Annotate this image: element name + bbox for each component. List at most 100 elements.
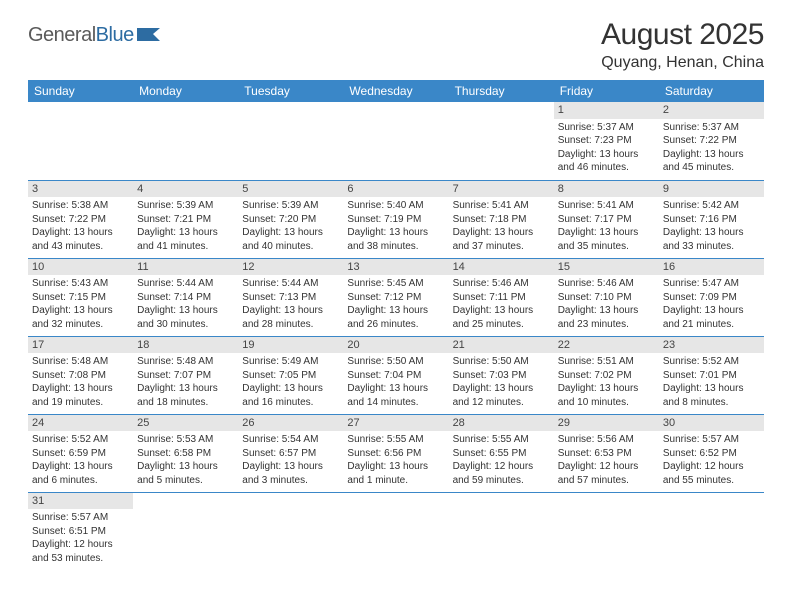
sunset-line: Sunset: 7:19 PM <box>347 213 444 227</box>
weekday-header: Friday <box>554 80 659 102</box>
logo-word1: General <box>28 24 96 46</box>
calendar-cell <box>449 492 554 570</box>
calendar-cell: 23Sunrise: 5:52 AMSunset: 7:01 PMDayligh… <box>659 336 764 414</box>
daylight-line: Daylight: 13 hours and 18 minutes. <box>137 382 234 409</box>
sunrise-line: Sunrise: 5:45 AM <box>347 277 444 291</box>
month-title: August 2025 <box>601 18 764 52</box>
sunrise-line: Sunrise: 5:37 AM <box>663 121 760 135</box>
sunrise-line: Sunrise: 5:49 AM <box>242 355 339 369</box>
weekday-header: Saturday <box>659 80 764 102</box>
calendar-row: 17Sunrise: 5:48 AMSunset: 7:08 PMDayligh… <box>28 336 764 414</box>
calendar-cell: 26Sunrise: 5:54 AMSunset: 6:57 PMDayligh… <box>238 414 343 492</box>
sunset-line: Sunset: 7:13 PM <box>242 291 339 305</box>
sunrise-line: Sunrise: 5:57 AM <box>663 433 760 447</box>
daylight-line: Daylight: 13 hours and 45 minutes. <box>663 148 760 175</box>
daylight-line: Daylight: 13 hours and 46 minutes. <box>558 148 655 175</box>
calendar-cell: 6Sunrise: 5:40 AMSunset: 7:19 PMDaylight… <box>343 180 448 258</box>
sunrise-line: Sunrise: 5:52 AM <box>663 355 760 369</box>
daylight-line: Daylight: 13 hours and 5 minutes. <box>137 460 234 487</box>
day-number: 13 <box>343 259 448 276</box>
sunset-line: Sunset: 7:15 PM <box>32 291 129 305</box>
daylight-line: Daylight: 13 hours and 28 minutes. <box>242 304 339 331</box>
calendar-cell: 3Sunrise: 5:38 AMSunset: 7:22 PMDaylight… <box>28 180 133 258</box>
day-number: 8 <box>554 181 659 198</box>
sunset-line: Sunset: 7:16 PM <box>663 213 760 227</box>
sunrise-line: Sunrise: 5:55 AM <box>453 433 550 447</box>
sunrise-line: Sunrise: 5:50 AM <box>347 355 444 369</box>
logo-text: GeneralBlue <box>28 24 134 47</box>
day-number: 16 <box>659 259 764 276</box>
day-number: 28 <box>449 415 554 432</box>
daylight-line: Daylight: 12 hours and 53 minutes. <box>32 538 129 565</box>
daylight-line: Daylight: 13 hours and 10 minutes. <box>558 382 655 409</box>
daylight-line: Daylight: 13 hours and 30 minutes. <box>137 304 234 331</box>
sunset-line: Sunset: 7:10 PM <box>558 291 655 305</box>
sunset-line: Sunset: 7:22 PM <box>663 134 760 148</box>
sunset-line: Sunset: 7:12 PM <box>347 291 444 305</box>
sunrise-line: Sunrise: 5:53 AM <box>137 433 234 447</box>
sunrise-line: Sunrise: 5:39 AM <box>242 199 339 213</box>
sunset-line: Sunset: 6:57 PM <box>242 447 339 461</box>
sunset-line: Sunset: 7:01 PM <box>663 369 760 383</box>
daylight-line: Daylight: 13 hours and 32 minutes. <box>32 304 129 331</box>
calendar-cell <box>343 102 448 180</box>
sunrise-line: Sunrise: 5:41 AM <box>453 199 550 213</box>
calendar-cell: 28Sunrise: 5:55 AMSunset: 6:55 PMDayligh… <box>449 414 554 492</box>
calendar-cell: 24Sunrise: 5:52 AMSunset: 6:59 PMDayligh… <box>28 414 133 492</box>
sunset-line: Sunset: 6:56 PM <box>347 447 444 461</box>
calendar-row: 24Sunrise: 5:52 AMSunset: 6:59 PMDayligh… <box>28 414 764 492</box>
calendar-cell <box>449 102 554 180</box>
calendar-cell: 13Sunrise: 5:45 AMSunset: 7:12 PMDayligh… <box>343 258 448 336</box>
sunrise-line: Sunrise: 5:52 AM <box>32 433 129 447</box>
weekday-header: Wednesday <box>343 80 448 102</box>
logo-word2: Blue <box>96 24 134 46</box>
sunset-line: Sunset: 7:11 PM <box>453 291 550 305</box>
sunrise-line: Sunrise: 5:41 AM <box>558 199 655 213</box>
daylight-line: Daylight: 13 hours and 3 minutes. <box>242 460 339 487</box>
daylight-line: Daylight: 13 hours and 19 minutes. <box>32 382 129 409</box>
sunrise-line: Sunrise: 5:46 AM <box>558 277 655 291</box>
sunset-line: Sunset: 7:23 PM <box>558 134 655 148</box>
calendar-cell <box>133 102 238 180</box>
sunrise-line: Sunrise: 5:40 AM <box>347 199 444 213</box>
daylight-line: Daylight: 13 hours and 6 minutes. <box>32 460 129 487</box>
day-number: 15 <box>554 259 659 276</box>
sunset-line: Sunset: 7:17 PM <box>558 213 655 227</box>
calendar-cell: 20Sunrise: 5:50 AMSunset: 7:04 PMDayligh… <box>343 336 448 414</box>
calendar-cell <box>238 492 343 570</box>
calendar-cell <box>554 492 659 570</box>
daylight-line: Daylight: 12 hours and 57 minutes. <box>558 460 655 487</box>
calendar-body: 1Sunrise: 5:37 AMSunset: 7:23 PMDaylight… <box>28 102 764 570</box>
sunrise-line: Sunrise: 5:48 AM <box>32 355 129 369</box>
day-number: 20 <box>343 337 448 354</box>
sunset-line: Sunset: 7:18 PM <box>453 213 550 227</box>
day-number: 10 <box>28 259 133 276</box>
sunset-line: Sunset: 6:51 PM <box>32 525 129 539</box>
calendar-cell: 15Sunrise: 5:46 AMSunset: 7:10 PMDayligh… <box>554 258 659 336</box>
day-number: 3 <box>28 181 133 198</box>
sunset-line: Sunset: 7:03 PM <box>453 369 550 383</box>
sunset-line: Sunset: 6:55 PM <box>453 447 550 461</box>
sunset-line: Sunset: 7:07 PM <box>137 369 234 383</box>
sunrise-line: Sunrise: 5:42 AM <box>663 199 760 213</box>
calendar-cell: 25Sunrise: 5:53 AMSunset: 6:58 PMDayligh… <box>133 414 238 492</box>
sunset-line: Sunset: 7:20 PM <box>242 213 339 227</box>
calendar-cell: 19Sunrise: 5:49 AMSunset: 7:05 PMDayligh… <box>238 336 343 414</box>
calendar-cell: 16Sunrise: 5:47 AMSunset: 7:09 PMDayligh… <box>659 258 764 336</box>
daylight-line: Daylight: 13 hours and 37 minutes. <box>453 226 550 253</box>
sunset-line: Sunset: 7:02 PM <box>558 369 655 383</box>
sunset-line: Sunset: 7:22 PM <box>32 213 129 227</box>
day-number: 1 <box>554 102 659 119</box>
day-number: 18 <box>133 337 238 354</box>
day-number: 4 <box>133 181 238 198</box>
sunset-line: Sunset: 7:04 PM <box>347 369 444 383</box>
calendar-head: SundayMondayTuesdayWednesdayThursdayFrid… <box>28 80 764 102</box>
daylight-line: Daylight: 13 hours and 23 minutes. <box>558 304 655 331</box>
calendar-row: 31Sunrise: 5:57 AMSunset: 6:51 PMDayligh… <box>28 492 764 570</box>
sunrise-line: Sunrise: 5:44 AM <box>242 277 339 291</box>
day-number: 29 <box>554 415 659 432</box>
day-number: 25 <box>133 415 238 432</box>
day-number: 11 <box>133 259 238 276</box>
weekday-header: Sunday <box>28 80 133 102</box>
sunset-line: Sunset: 6:59 PM <box>32 447 129 461</box>
